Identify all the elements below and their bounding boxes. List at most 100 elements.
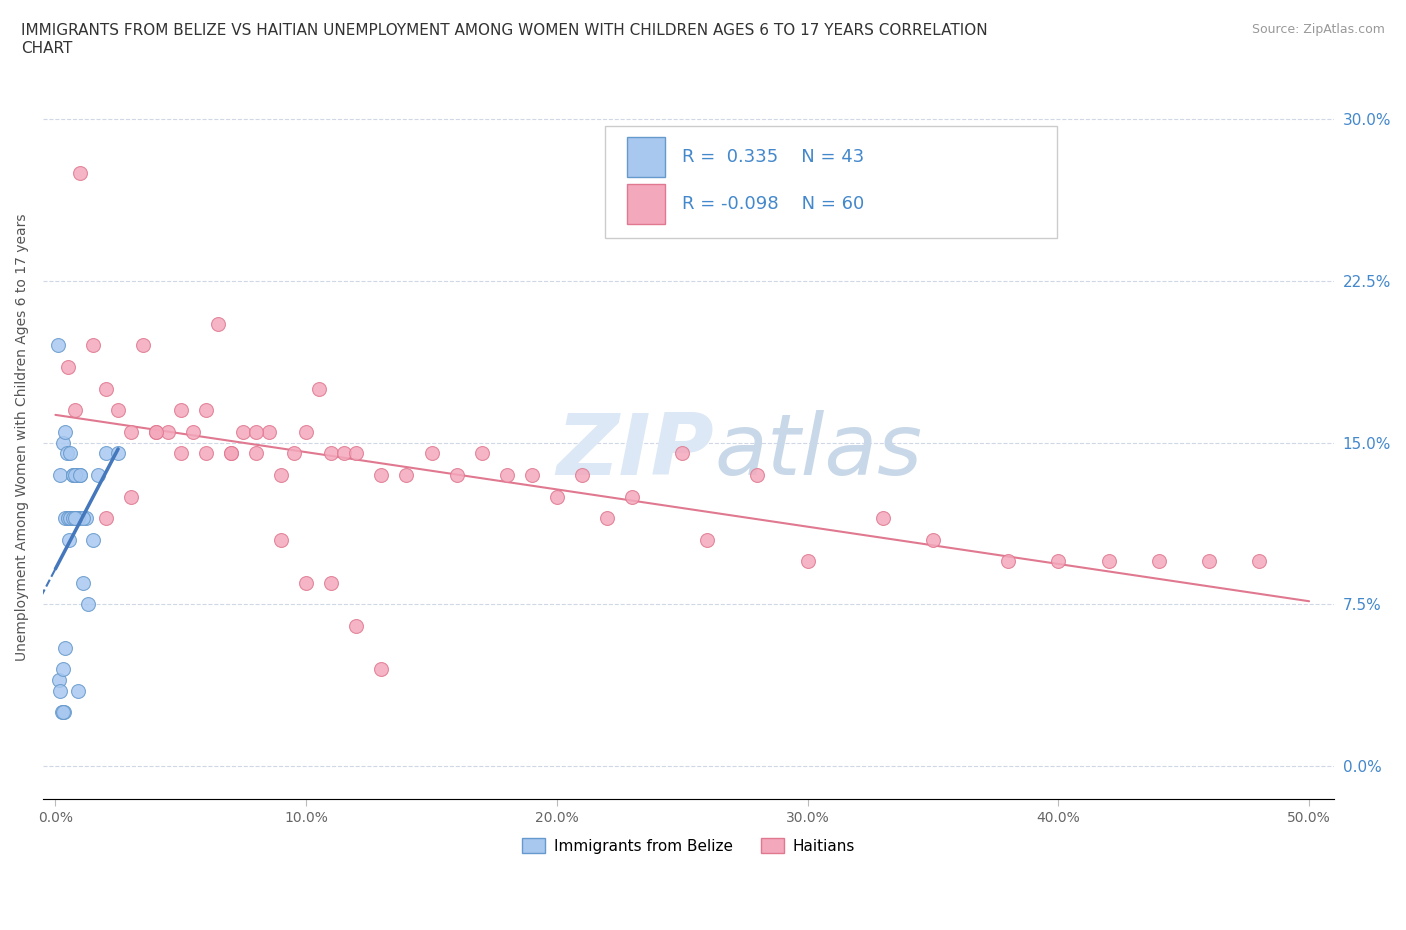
Text: ZIP: ZIP — [557, 410, 714, 493]
Point — [1247, 554, 1270, 569]
Point — [56, 360, 79, 375]
Point — [1147, 554, 1170, 569]
Point — [69, 468, 91, 483]
Point — [69, 166, 91, 180]
Point — [997, 554, 1019, 569]
Point — [308, 381, 330, 396]
Point — [596, 511, 619, 525]
Point — [49, 684, 72, 698]
Point — [107, 445, 129, 460]
Point — [922, 532, 945, 547]
Point — [107, 403, 129, 418]
Text: atlas: atlas — [714, 410, 922, 493]
Point — [82, 338, 104, 352]
Point — [257, 424, 280, 439]
Point — [696, 532, 718, 547]
Point — [295, 424, 318, 439]
Text: R =  0.335    N = 43: R = 0.335 N = 43 — [682, 148, 865, 166]
Point — [72, 511, 94, 525]
Point — [65, 468, 87, 483]
Point — [66, 468, 89, 483]
Point — [194, 445, 217, 460]
Point — [65, 511, 87, 525]
Point — [94, 381, 117, 396]
Point — [170, 403, 193, 418]
Point — [51, 705, 73, 720]
Point — [546, 489, 568, 504]
Point — [72, 576, 94, 591]
Point — [67, 511, 90, 525]
Point — [53, 705, 76, 720]
Point — [56, 511, 79, 525]
Point — [747, 468, 769, 483]
Point — [796, 554, 818, 569]
Point — [157, 424, 180, 439]
Point — [219, 445, 242, 460]
Point — [66, 511, 89, 525]
FancyBboxPatch shape — [627, 184, 665, 224]
Point — [420, 445, 443, 460]
Point — [120, 424, 142, 439]
Point — [48, 672, 70, 687]
Text: Source: ZipAtlas.com: Source: ZipAtlas.com — [1251, 23, 1385, 36]
Point — [194, 403, 217, 418]
Point — [55, 424, 77, 439]
Point — [344, 618, 367, 633]
Point — [446, 468, 468, 483]
Point — [52, 662, 75, 677]
Point — [132, 338, 155, 352]
Point — [94, 445, 117, 460]
Point — [872, 511, 894, 525]
Point — [471, 445, 494, 460]
Point — [145, 424, 167, 439]
Point — [145, 424, 167, 439]
Point — [671, 445, 693, 460]
Point — [283, 445, 305, 460]
Point — [59, 445, 82, 460]
Point — [66, 684, 89, 698]
FancyBboxPatch shape — [605, 126, 1056, 238]
Point — [94, 511, 117, 525]
Text: R = -0.098    N = 60: R = -0.098 N = 60 — [682, 195, 865, 213]
Point — [170, 445, 193, 460]
Point — [49, 468, 72, 483]
Point — [495, 468, 517, 483]
Point — [245, 445, 267, 460]
Point — [344, 445, 367, 460]
Point — [270, 532, 292, 547]
Point — [82, 532, 104, 547]
Legend: Immigrants from Belize, Haitians: Immigrants from Belize, Haitians — [516, 831, 860, 860]
Y-axis label: Unemployment Among Women with Children Ages 6 to 17 years: Unemployment Among Women with Children A… — [15, 213, 30, 661]
Point — [59, 511, 82, 525]
Point — [219, 445, 242, 460]
Point — [75, 511, 97, 525]
Point — [395, 468, 418, 483]
Point — [55, 511, 77, 525]
Point — [1198, 554, 1220, 569]
Point — [63, 511, 86, 525]
Point — [621, 489, 644, 504]
Point — [55, 445, 77, 460]
Point — [321, 445, 343, 460]
Point — [69, 468, 91, 483]
Point — [62, 468, 84, 483]
Point — [59, 511, 82, 525]
Point — [321, 576, 343, 591]
Point — [520, 468, 543, 483]
Point — [58, 532, 80, 547]
Point — [56, 511, 79, 525]
Text: IMMIGRANTS FROM BELIZE VS HAITIAN UNEMPLOYMENT AMONG WOMEN WITH CHILDREN AGES 6 : IMMIGRANTS FROM BELIZE VS HAITIAN UNEMPL… — [21, 23, 987, 56]
Point — [370, 468, 392, 483]
Point — [52, 705, 75, 720]
Point — [87, 468, 110, 483]
Point — [55, 640, 77, 655]
Point — [62, 468, 84, 483]
Point — [1047, 554, 1070, 569]
Point — [1097, 554, 1119, 569]
Point — [183, 424, 205, 439]
Point — [295, 576, 318, 591]
Point — [52, 435, 75, 450]
Point — [66, 511, 89, 525]
Point — [571, 468, 593, 483]
Point — [270, 468, 292, 483]
